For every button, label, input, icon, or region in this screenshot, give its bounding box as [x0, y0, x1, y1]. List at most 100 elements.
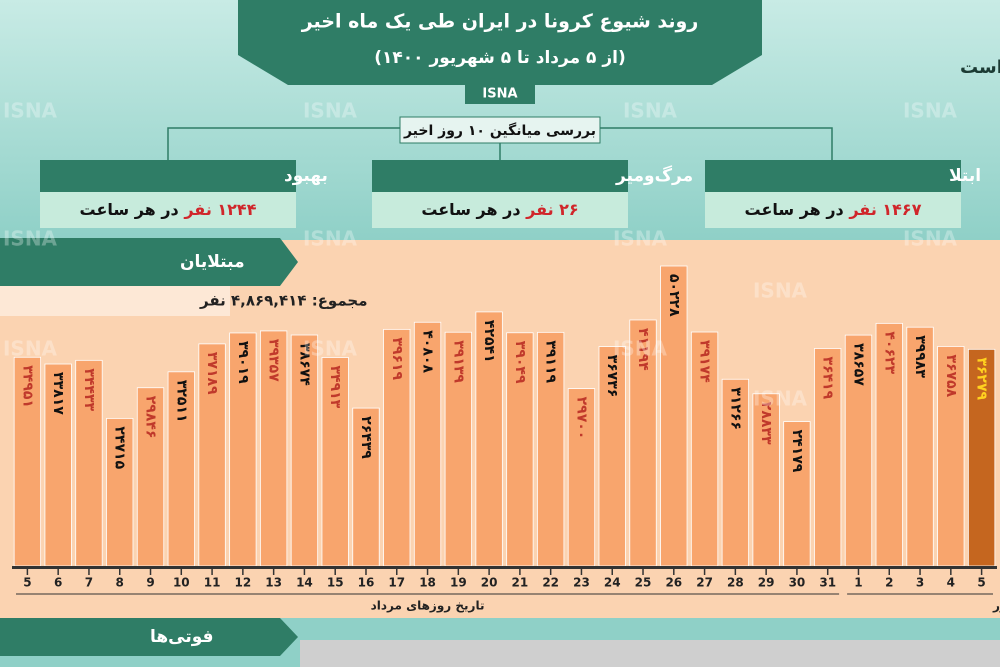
x-tick-label: 8 — [116, 576, 124, 590]
x-tick-label: 7 — [85, 576, 93, 590]
watermark: ISNA — [903, 99, 958, 123]
x-tick-label: 16 — [358, 576, 375, 590]
watermark: ISNA — [303, 227, 358, 251]
value-label: ۴۰۶۲۳ — [881, 331, 897, 374]
watermark: ISNA — [753, 387, 808, 411]
group-label: تاریخ روزهای شهریور — [992, 599, 1000, 614]
x-tick-label: 27 — [696, 576, 713, 590]
value-label: ۳۴۹۱۳ — [327, 365, 343, 408]
bar — [629, 319, 657, 567]
x-tick-label: 23 — [573, 576, 590, 590]
x-tick-label: 26 — [665, 576, 682, 590]
bar — [660, 265, 688, 567]
bar — [106, 417, 134, 567]
watermark: ISNA — [613, 337, 668, 361]
value-label: ۲۴۱۷۹ — [789, 430, 805, 473]
value-label: ۳۶۴۱۹ — [820, 356, 836, 399]
box-label: بهبود — [284, 166, 328, 186]
footer-tab — [0, 618, 298, 656]
value-label: ۳۶۷۳۶ — [604, 355, 620, 398]
x-tick-label: 2 — [885, 576, 893, 590]
value-label: ۴۰۸۰۸ — [420, 330, 436, 373]
summary-title-box — [399, 116, 601, 144]
box-label: مرگ‌ومیر — [615, 166, 693, 186]
x-tick-label: 10 — [173, 576, 190, 590]
value-label: ۳۶۲۷۹ — [974, 357, 990, 400]
box-header — [40, 160, 296, 192]
value-label: ۲۴۷۱۵ — [112, 426, 128, 469]
x-tick-label: 30 — [789, 576, 806, 590]
value-label: ۲۹۸۴۶ — [143, 396, 159, 439]
box-rest: در هر ساعت — [421, 200, 520, 219]
bar — [413, 321, 442, 567]
bar — [690, 331, 719, 567]
total-box — [0, 286, 230, 316]
x-tick-label: 5 — [23, 576, 31, 590]
bar — [506, 332, 534, 567]
value-label: ۳۹۱۷۴ — [697, 340, 713, 383]
bar — [321, 357, 349, 567]
footer-strip — [300, 640, 1000, 667]
bar — [598, 346, 626, 567]
box-text: ۲۶ نفر در هر ساعت — [421, 200, 578, 219]
watermark: ISNA — [3, 99, 58, 123]
bar — [937, 346, 965, 567]
watermark: ISNA — [613, 227, 668, 251]
bar — [290, 334, 319, 567]
bar — [721, 378, 749, 567]
x-tick-label: 17 — [388, 576, 405, 590]
x-tick-label: 22 — [542, 576, 559, 590]
bar — [136, 387, 165, 567]
bar — [475, 311, 503, 567]
box-header — [705, 160, 961, 192]
value-label: ۴۱۱۹۴ — [635, 328, 651, 371]
bar — [814, 348, 842, 567]
watermark: ISNA — [903, 227, 958, 251]
unit-note: اعداد بر حسب نفر است — [960, 57, 1000, 78]
x-tick-label: 4 — [947, 576, 955, 590]
section-title: مبتلایان — [180, 252, 245, 272]
total: مجموع: ۴,۸۶۹,۴۱۴ نفر — [199, 292, 368, 310]
value-label: ۳۹۰۴۹ — [512, 341, 528, 384]
x-tick-label: 25 — [635, 576, 652, 590]
x-tick-label: 6 — [54, 576, 62, 590]
value-label: ۳۹۹۸۳ — [912, 335, 928, 378]
box-body — [372, 192, 628, 228]
x-tick-label: 20 — [481, 576, 498, 590]
bar — [967, 348, 996, 567]
bar — [783, 421, 811, 567]
x-tick-label: 28 — [727, 576, 744, 590]
bar — [198, 343, 226, 567]
value-label: ۳۳۸۱۷ — [50, 372, 66, 415]
watermark: ISNA — [623, 99, 678, 123]
value-label: ۳۷۱۸۹ — [204, 352, 220, 395]
box-body — [705, 192, 961, 228]
x-tick-label: 21 — [512, 576, 529, 590]
x-tick-label: 31 — [819, 576, 836, 590]
value-label: ۲۸۸۳۳ — [758, 402, 774, 445]
x-tick-label: 9 — [146, 576, 154, 590]
bar — [444, 331, 472, 567]
value-label: ۲۶۴۳۹ — [358, 416, 374, 459]
title: روند شیوع کرونا در ایران طی یک ماه اخیر — [301, 11, 699, 33]
summary-boxes: بهبود ۱۲۴۴ نفر در هر ساعت مرگ‌ومیر ۲۶ نفر د… — [40, 160, 981, 228]
value-label: ۴۲۵۴۱ — [481, 320, 497, 363]
x-tick-label: 1 — [854, 576, 862, 590]
watermark: ISNA — [303, 99, 358, 123]
source-tab — [465, 82, 535, 104]
box-label: ابتلا — [949, 166, 981, 186]
value-label: ۳۶۷۵۸ — [943, 354, 959, 397]
x-tick-label: 11 — [204, 576, 221, 590]
bar — [875, 322, 903, 567]
value-label: ۳۹۱۱۹ — [543, 340, 559, 383]
value-label: ۳۹۰۱۹ — [235, 341, 251, 384]
bar — [352, 407, 380, 567]
plot: ۳۴۹۵۱ 5 ۳۳۸۱۷ 6 ۳۴۴۳۳ 7 ۲۴۷۱۵ 8 ۲۹۸۴۶ 9 ۳۲۵۱۱ 10 ۳۷۱… — [12, 265, 1000, 614]
box-highlight: ۲۶ نفر — [525, 200, 579, 219]
bar — [567, 388, 596, 567]
box-highlight: ۱۲۴۴ نفر — [183, 200, 256, 219]
value-label: ۳۹۶۱۹ — [389, 337, 405, 380]
summary-title: بررسی میانگین ۱۰ روز اخیر — [403, 122, 596, 139]
source: ISNA — [482, 87, 517, 102]
bar — [844, 334, 873, 567]
